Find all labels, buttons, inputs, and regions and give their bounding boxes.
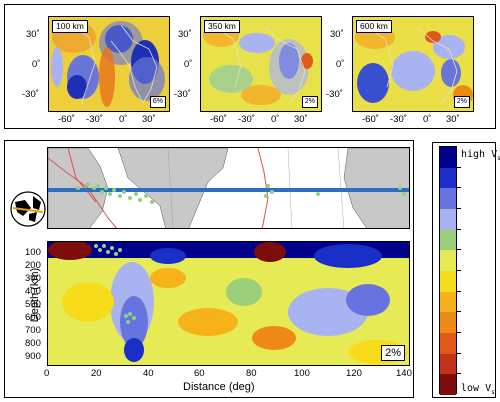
map2-x-tick: -30˚ <box>238 114 255 125</box>
map1-x-tick: -30˚ <box>86 114 103 125</box>
colorbar-segment <box>440 250 456 271</box>
colorbar-segment <box>440 167 456 189</box>
distance-tick: 60 <box>194 368 205 379</box>
colorbar-tick <box>457 373 461 375</box>
map-depth-label: 100 km <box>52 20 88 33</box>
map3-x-tick: 0˚ <box>423 114 432 125</box>
distance-tick: 0 <box>44 368 50 379</box>
cross-section-panel: 2% 100 200 300 400 500 600 700 800 900 0… <box>4 140 414 398</box>
depth-tick: 800 <box>25 338 41 349</box>
depth-tick: 200 <box>25 260 41 271</box>
distance-tick: 140 <box>396 368 412 379</box>
globe-inset <box>10 191 46 227</box>
distance-tick: 80 <box>246 368 257 379</box>
colorbar-tick <box>457 270 461 271</box>
map-100km: 100 km 6% <box>48 16 170 112</box>
map2-x-tick: -60˚ <box>210 114 227 125</box>
map1-y-tick: 0˚ <box>32 59 41 70</box>
distance-axis-label: Distance (deg) <box>183 381 255 393</box>
section-scale-badge: 2% <box>381 345 405 361</box>
colorbar-segment <box>440 208 456 230</box>
map1-x-tick: -60˚ <box>58 114 75 125</box>
map3-y-tick: 30˚ <box>330 29 344 40</box>
map2-y-tick: 30˚ <box>178 29 192 40</box>
map2-y-tick: 0˚ <box>184 59 193 70</box>
distance-tick: 20 <box>91 368 102 379</box>
cross-section-tomogram: 2% <box>47 241 410 366</box>
colorbar-tick <box>457 311 461 313</box>
map2-x-tick: 0˚ <box>271 114 280 125</box>
distance-tick: 40 <box>143 368 154 379</box>
colorbar-segment <box>440 332 456 354</box>
map3-x-tick: 30˚ <box>446 114 460 125</box>
map1-x-tick: 0˚ <box>119 114 128 125</box>
colorbar-segment <box>440 353 456 375</box>
depth-tick: 500 <box>25 299 41 310</box>
colorbar-segment <box>440 270 456 292</box>
cross-section-location-map <box>47 147 410 229</box>
colorbar-low-label: low Vs <box>461 383 495 396</box>
map-scale-badge: 2% <box>453 96 470 108</box>
colorbar-segment <box>440 291 456 313</box>
colorbar-tick <box>457 332 461 333</box>
map1-x-tick: 30˚ <box>142 114 156 125</box>
colorbar-segment <box>440 374 456 395</box>
map-depth-label: 350 km <box>204 20 240 33</box>
colorbar-tick <box>457 228 461 230</box>
colorbar-segment <box>440 147 456 168</box>
depth-axis-label: Depth (km) <box>29 267 41 323</box>
depth-tick: 400 <box>25 286 41 297</box>
map-scale-badge: 2% <box>301 96 318 108</box>
depth-tick: 100 <box>25 247 41 258</box>
colorbar-panel <box>432 142 496 398</box>
map3-y-tick: -30˚ <box>326 89 343 100</box>
colorbar-tick <box>457 290 461 292</box>
map1-y-tick: -30˚ <box>22 89 39 100</box>
map-600km: 600 km 2% <box>352 16 474 112</box>
depth-tick: 300 <box>25 273 41 284</box>
distance-tick: 100 <box>294 368 310 379</box>
colorbar-tick <box>457 208 461 209</box>
map-scale-badge: 6% <box>149 96 166 108</box>
map3-x-tick: -30˚ <box>390 114 407 125</box>
colorbar-tick <box>457 166 461 168</box>
depth-tick: 900 <box>25 351 41 362</box>
colorbar-tick <box>457 187 461 189</box>
colorbar-segment <box>440 188 456 209</box>
map2-x-tick: 30˚ <box>294 114 308 125</box>
distance-tick: 120 <box>346 368 362 379</box>
colorbar-tick <box>457 352 461 354</box>
map-depth-label: 600 km <box>356 20 392 33</box>
colorbar-segment <box>440 229 456 251</box>
map3-y-tick: 0˚ <box>336 59 345 70</box>
depth-tick: 600 <box>25 312 41 323</box>
depth-tick: 700 <box>25 325 41 336</box>
map2-y-tick: -30˚ <box>174 89 191 100</box>
map3-x-tick: -60˚ <box>362 114 379 125</box>
velocity-colorbar <box>439 146 457 395</box>
colorbar-high-label: high Vs <box>461 149 500 162</box>
map1-y-tick: 30˚ <box>26 29 40 40</box>
map-350km: 350 km 2% <box>200 16 322 112</box>
colorbar-tick <box>457 249 461 251</box>
colorbar-segment <box>440 312 456 333</box>
